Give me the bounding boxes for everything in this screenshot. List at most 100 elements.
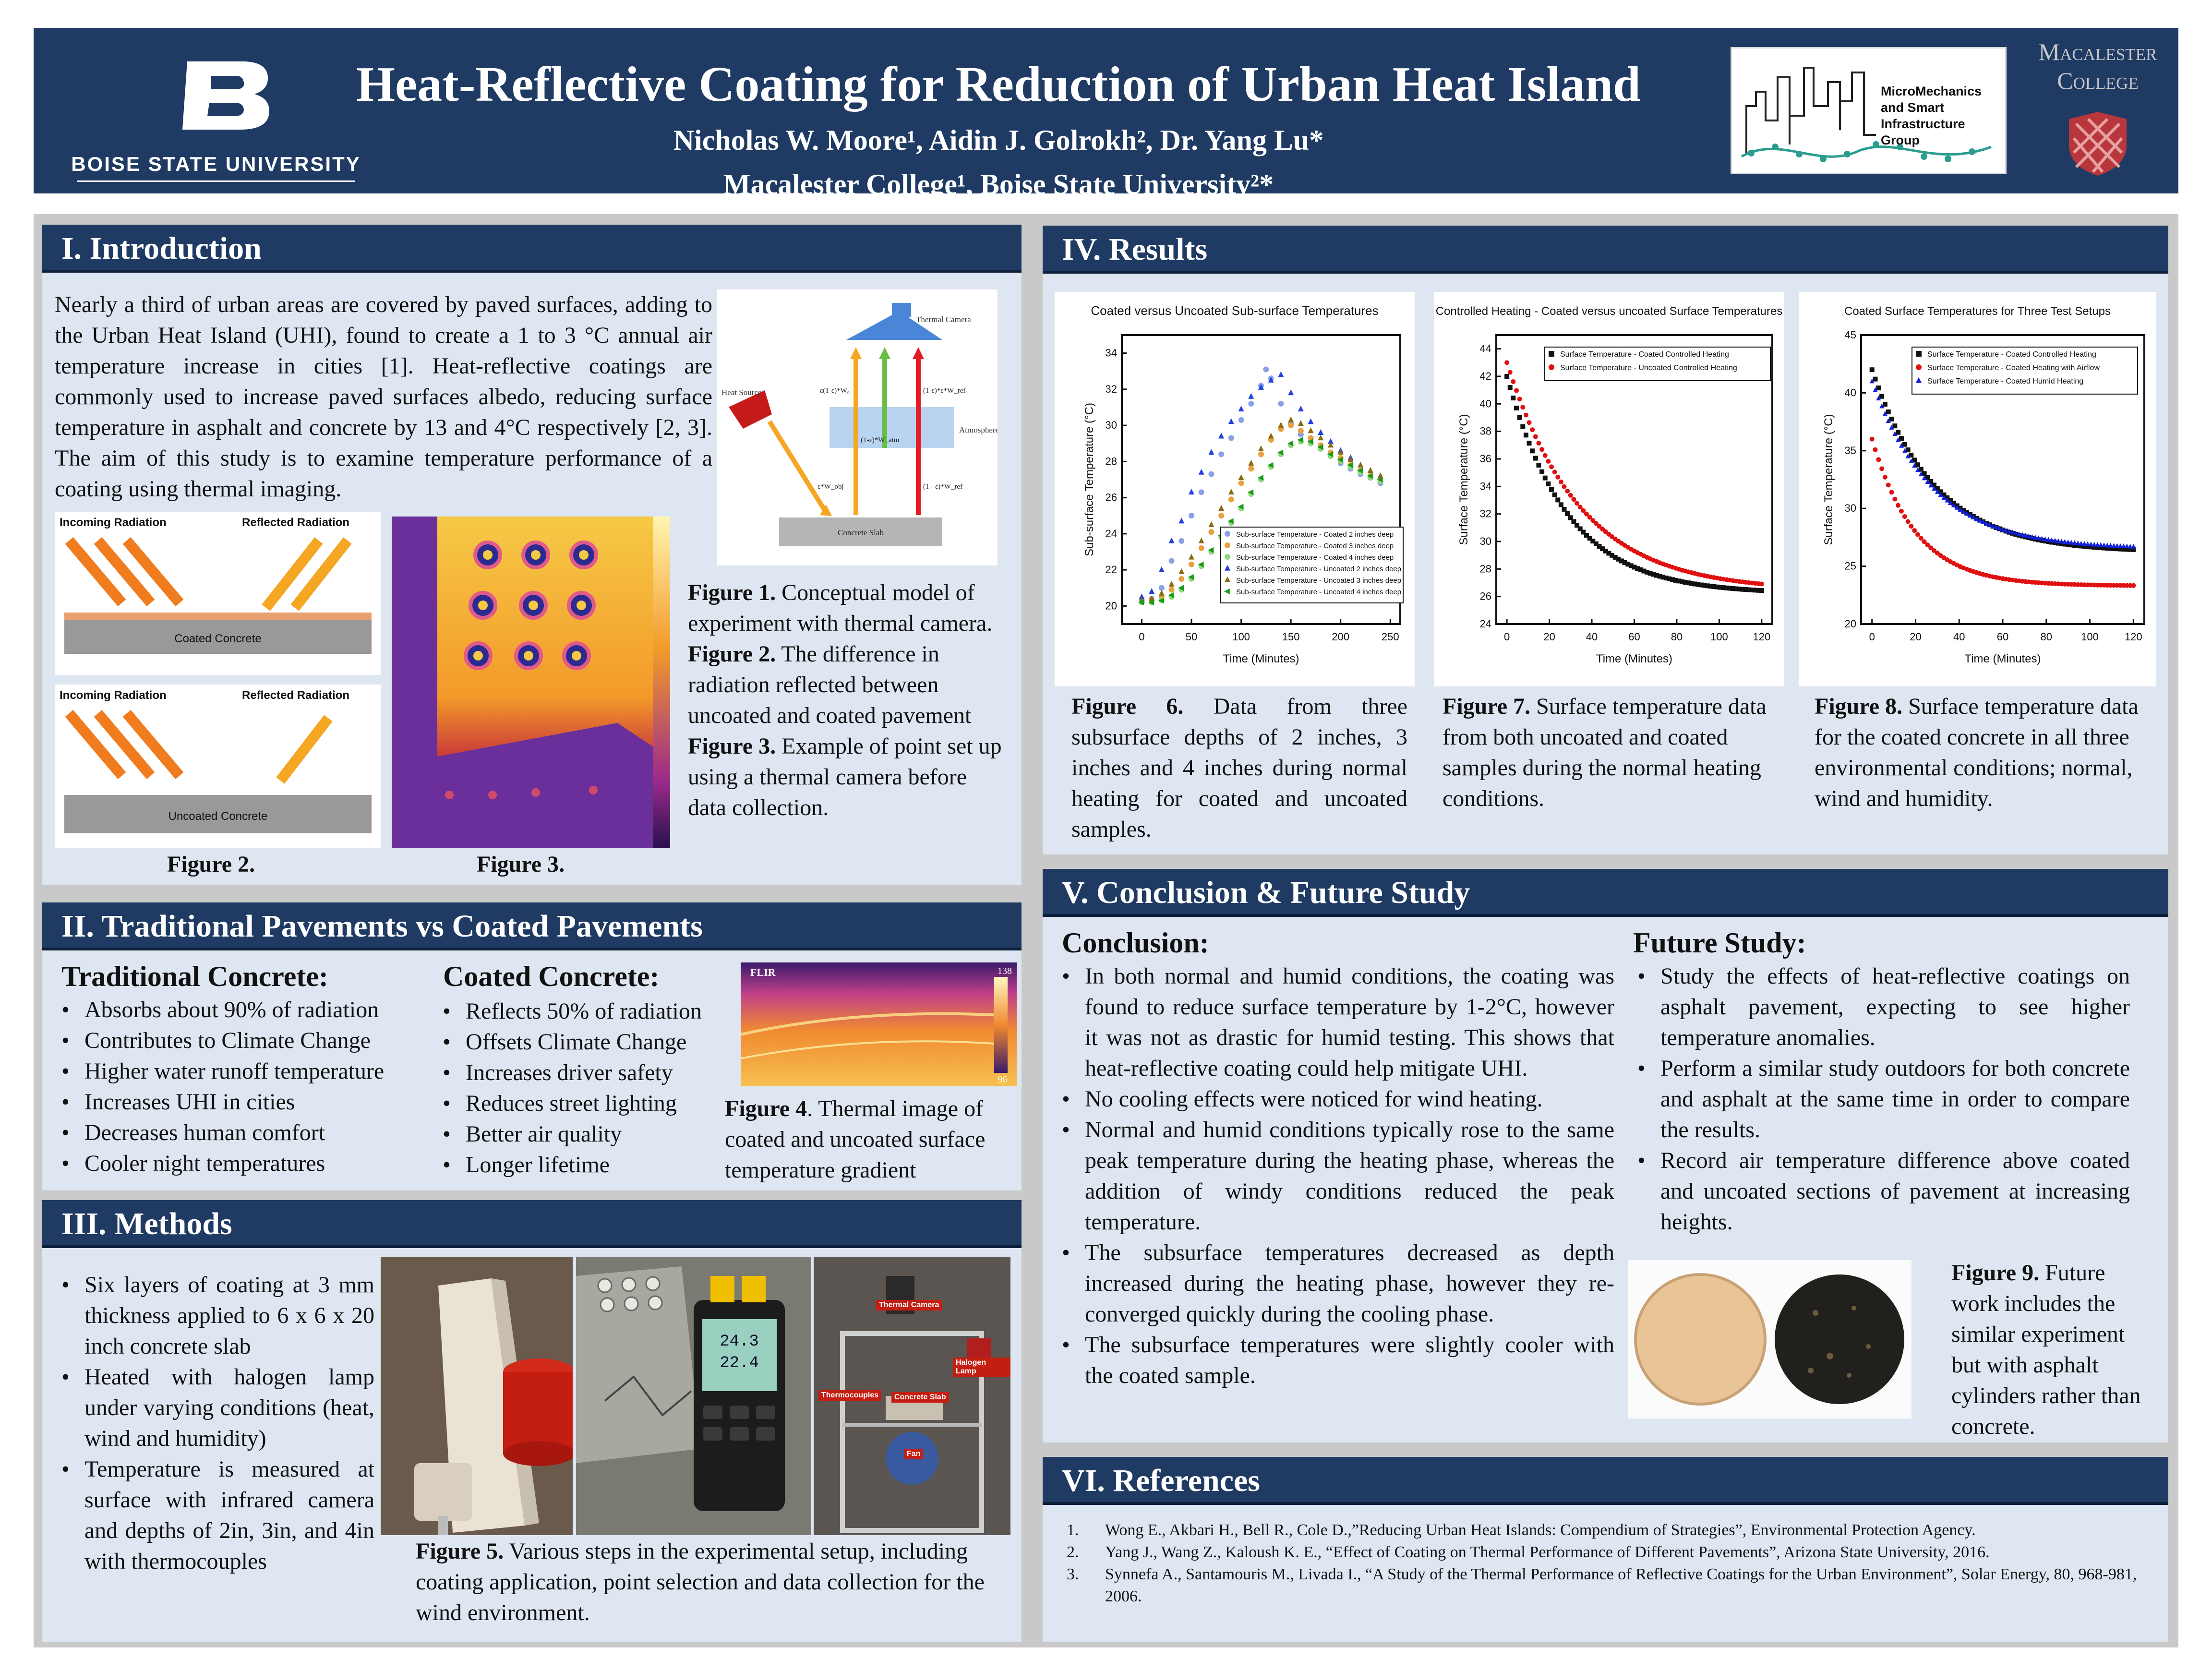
fig2-uncoated-label: Uncoated Concrete [168,810,268,823]
data-point [1886,409,1891,415]
legend-entry: Sub-surface Temperature - Uncoated 2 inc… [1236,565,1401,573]
legend-entry: Surface Temperature - Uncoated Controlle… [1560,364,1737,372]
data-point [1932,482,1937,488]
data-point [1909,453,1914,458]
subsurface-temperature-chart: Coated versus Uncoated Sub-surface Tempe… [1083,303,1404,665]
data-point [1896,430,1901,435]
data-point [1565,511,1570,516]
data-point [2088,541,2093,547]
data-point [1238,504,1244,510]
coated-concrete-list: Reflects 50% of radiationOffsets Climate… [436,996,781,1180]
data-point [1899,443,1904,448]
data-point [1225,554,1230,560]
x-axis-label: Time (Minutes) [1223,652,1299,665]
list-item: Perform a similar study outdoors for bot… [1631,1053,2130,1145]
data-point [1879,403,1885,409]
fig1-label-w5: (1 - ε)*W_ref [923,483,962,491]
data-point [1749,587,1755,592]
data-point [2098,545,2104,551]
data-point [1178,517,1185,524]
x-tick-label: 120 [2125,631,2142,643]
list-item: Temperature is measured at surface with … [55,1454,374,1577]
data-point [1698,582,1704,588]
future-study-list: Study the effects of heat-reflective coa… [1631,961,2130,1238]
list-item: Absorbs about 90% of radiation [55,995,468,1025]
data-point [1248,489,1254,495]
macalester-logo: Macalester College [2026,37,2170,186]
data-point [2115,546,2120,552]
data-point [1721,585,1726,590]
data-point [1590,518,1596,523]
x-tick-label: 20 [1910,631,1921,643]
figure-9-caption: Figure 9. Future work includes the simil… [1951,1258,2153,1442]
list-item: Higher water runoff temperature [55,1056,468,1087]
data-point [1724,585,1729,590]
data-point [1597,544,1602,549]
data-point [1916,364,1922,370]
x-tick-label: 0 [1869,631,1875,643]
traditional-concrete-title: Traditional Concrete: [61,961,329,992]
data-point [2000,527,2005,532]
data-point [2128,543,2133,549]
poster-affiliations: Macalester College¹, Boise State Univers… [723,168,1274,200]
wind-setup-photo: Thermal Camera Halogen Lamp Thermocouple… [814,1257,1010,1535]
data-point [1753,588,1758,593]
data-point [2121,547,2126,552]
data-point [2082,544,2087,549]
data-point [1743,587,1748,592]
data-point [1686,580,1691,586]
data-point [1892,423,1898,429]
reference-number: 2. [1067,1543,1079,1561]
data-point [1882,402,1887,407]
data-point [1558,480,1563,485]
data-point [1577,505,1583,510]
data-point [1298,406,1304,412]
data-point [1208,449,1214,455]
introduction-heading-bar: I. Introduction [42,225,1022,273]
data-point [1922,475,1927,481]
data-point [1886,418,1891,423]
x-tick-label: 40 [1586,631,1598,643]
references-list: 1. Wong E., Akbari H., Bell R., Cole D.,”… [1067,1519,2152,1608]
data-point [1587,515,1592,520]
data-point [2049,537,2055,542]
legend-entry: Sub-surface Temperature - Uncoated 4 inc… [1236,588,1401,596]
fig2-reflected-label-2: Reflected Radiation [242,689,349,702]
data-point [1504,360,1510,365]
traditional-concrete-list: Absorbs about 90% of radiationContribute… [55,995,468,1179]
data-point [1590,539,1596,544]
chart-series [1869,436,2136,588]
data-point [1267,462,1274,468]
data-point [1938,492,1943,497]
data-point [1869,378,1875,384]
photo-label-concrete-slab: Concrete Slab [891,1392,949,1403]
data-point [1958,507,1963,512]
data-point [1925,479,1930,484]
data-point [1718,585,1723,590]
y-tick-label: 35 [1845,445,1856,457]
data-point [2121,543,2126,549]
data-point [1915,532,1920,537]
y-tick-label: 40 [1845,386,1856,398]
svg-text:24.3: 24.3 [720,1333,759,1351]
poster-authors: Nicholas W. Moore¹, Aidin J. Golrokh², D… [673,124,1324,156]
data-point [1258,445,1264,451]
figure-2-caption-text: The difference in radiation reflected be… [688,641,972,728]
plot-frame [1121,334,1401,625]
figure-9-caption-text: Future work includes the similar experim… [1951,1260,2141,1439]
data-point [1941,492,1947,497]
methods-heading: III. Methods [61,1206,232,1241]
data-point [2023,532,2028,538]
chart-legend: Sub-surface Temperature - Coated 2 inche… [1220,527,1404,603]
data-point [1268,433,1274,439]
data-point [1638,567,1643,572]
data-point [1727,586,1732,591]
data-point [2128,547,2133,552]
conclusion-title: Conclusion: [1062,927,1209,959]
data-point [1935,486,1940,491]
x-tick-label: 200 [1332,631,1349,643]
data-point [1198,489,1204,495]
data-point [1916,351,1922,357]
data-point [1654,573,1659,578]
data-point [1318,434,1324,441]
